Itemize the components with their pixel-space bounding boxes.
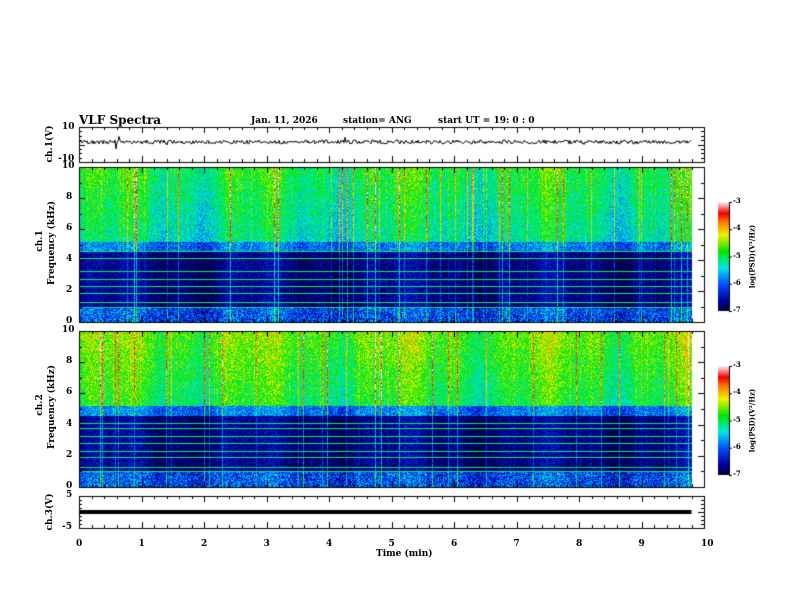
x-axis-label: Time (min) (376, 549, 433, 559)
x-tick-label: 4 (326, 539, 333, 549)
x-tick-label: 3 (263, 539, 270, 549)
colorbar-tick-label: -5 (733, 250, 741, 260)
figure-title: VLF Spectra (79, 113, 162, 127)
freq-tick-label: 10 (62, 161, 75, 171)
spec2-ylabel: Frequency (kHz) (47, 365, 57, 450)
x-tick-label: 9 (638, 539, 645, 549)
ch3-ytick: -5 (62, 522, 72, 532)
colorbar2-label: log(PSD)(V²/Hz) (747, 388, 757, 453)
freq-tick-label: 0 (66, 481, 73, 491)
colorbar-tick-label: -7 (733, 305, 741, 314)
x-tick-label: 10 (701, 539, 714, 549)
spec1-ylabel: Frequency (kHz) (47, 201, 57, 286)
ch3-ylabel: ch.3(V) (45, 493, 55, 531)
colorbar-tick-label: -6 (733, 277, 741, 287)
colorbar-tick-label: -4 (733, 223, 741, 233)
freq-tick-label: 6 (66, 387, 73, 398)
start-time-label: start UT = 19: 0 : 0 (438, 116, 535, 126)
freq-tick-label: 6 (66, 223, 73, 233)
ch3-ytick: 5 (66, 490, 73, 500)
colorbar-tick-label: -7 (733, 469, 741, 478)
ch1-ytick: 10 (62, 122, 75, 132)
freq-tick-label: 2 (66, 285, 73, 295)
freq-tick-label: 10 (62, 325, 75, 335)
x-tick-label: 5 (388, 539, 395, 549)
ch1-ytick: -10 (58, 154, 75, 164)
x-tick-label: 2 (201, 539, 208, 549)
date-label: Jan. 11, 2026 (251, 116, 318, 126)
colorbar1-label: log(PSD)(V²/Hz) (747, 224, 757, 289)
freq-tick-label: 2 (66, 449, 73, 460)
x-tick-label: 0 (76, 539, 83, 549)
x-tick-label: 7 (513, 539, 520, 549)
colorbar-tick-label: -6 (733, 441, 741, 451)
colorbar-tick-label: -3 (733, 196, 741, 205)
ch1-ylabel: ch.1(V) (45, 125, 55, 163)
x-tick-label: 6 (451, 539, 458, 549)
freq-tick-label: 8 (66, 192, 73, 202)
x-tick-label: 1 (138, 539, 145, 549)
spec2-ylabel-channel: ch.2 (35, 394, 45, 416)
x-tick-label: 8 (576, 539, 583, 549)
freq-tick-label: 0 (66, 316, 73, 326)
spec1-ylabel-channel: ch.1 (35, 230, 45, 252)
freq-tick-label: 4 (66, 418, 73, 429)
freq-tick-label: 4 (66, 254, 73, 264)
station-label: station= ANG (343, 116, 412, 126)
colorbar-tick-label: -5 (733, 414, 741, 424)
colorbar-tick-label: -4 (733, 387, 741, 397)
freq-tick-label: 8 (66, 356, 73, 367)
colorbar-tick-label: -3 (733, 360, 741, 369)
